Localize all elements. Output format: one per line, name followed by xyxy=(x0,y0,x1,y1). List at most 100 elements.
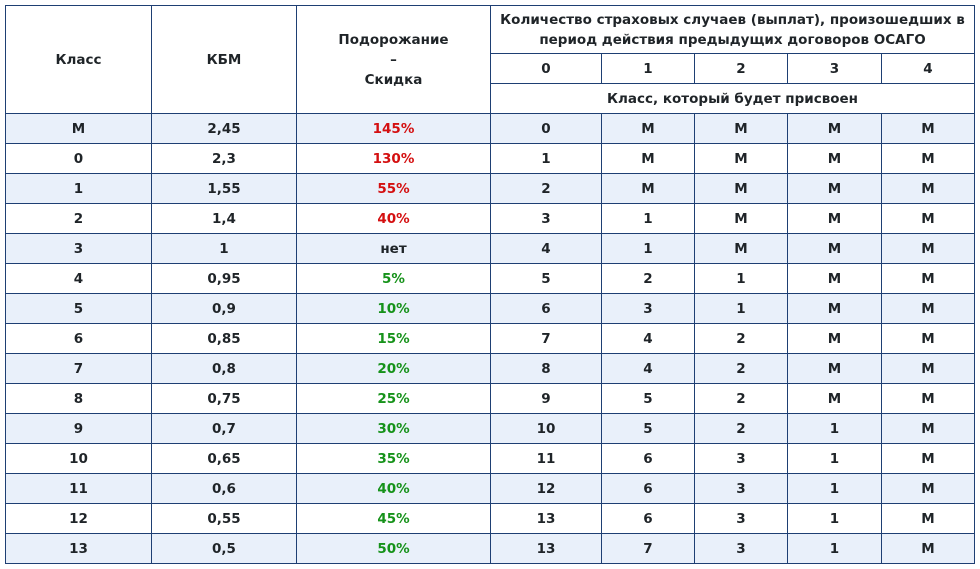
header-events-title-line1: Количество страховых случаев (выплат), п… xyxy=(500,11,965,28)
cell-next-class-1-events: М xyxy=(601,143,695,174)
cell-next-class-1-events: 1 xyxy=(601,203,695,234)
header-events-title-line2: период действия предыдущих договоров ОСА… xyxy=(539,31,926,48)
cell-next-class-1-events: 4 xyxy=(601,323,695,354)
cell-next-class-4-events: М xyxy=(881,353,975,384)
cell-next-class-3-events: М xyxy=(787,293,882,324)
cell-next-class-3-events: М xyxy=(787,173,882,204)
cell-change: 130% xyxy=(296,143,491,174)
cell-kbm: 0,6 xyxy=(151,473,297,504)
header-events-0: 0 xyxy=(490,53,602,84)
cell-next-class-0-events: 5 xyxy=(490,263,602,294)
table-row: 4 0,95 5% 5 2 1 М М xyxy=(5,263,975,294)
cell-next-class-0-events: 9 xyxy=(490,383,602,414)
cell-kbm: 0,5 xyxy=(151,533,297,564)
cell-next-class-2-events: М xyxy=(694,173,788,204)
cell-next-class-0-events: 6 xyxy=(490,293,602,324)
cell-class: 7 xyxy=(5,353,152,384)
table-row: 3 1 нет 4 1 М М М xyxy=(5,233,975,264)
cell-next-class-3-events: 1 xyxy=(787,503,882,534)
cell-next-class-1-events: 6 xyxy=(601,443,695,474)
cell-kbm: 0,9 xyxy=(151,293,297,324)
table-row: 1 1,55 55% 2 М М М М xyxy=(5,173,975,204)
cell-next-class-0-events: 12 xyxy=(490,473,602,504)
cell-next-class-2-events: 2 xyxy=(694,383,788,414)
table-row: 11 0,6 40% 12 6 3 1 М xyxy=(5,473,975,504)
cell-kbm: 0,95 xyxy=(151,263,297,294)
cell-next-class-1-events: 5 xyxy=(601,383,695,414)
cell-next-class-2-events: 2 xyxy=(694,353,788,384)
cell-kbm: 2,3 xyxy=(151,143,297,174)
header-events-2: 2 xyxy=(694,53,788,84)
cell-next-class-4-events: М xyxy=(881,143,975,174)
cell-next-class-0-events: 11 xyxy=(490,443,602,474)
cell-next-class-3-events: М xyxy=(787,143,882,174)
cell-next-class-0-events: 1 xyxy=(490,143,602,174)
cell-kbm: 0,7 xyxy=(151,413,297,444)
header-change-line1: Подорожание xyxy=(338,31,449,48)
cell-next-class-2-events: М xyxy=(694,233,788,264)
cell-next-class-4-events: М xyxy=(881,413,975,444)
cell-change: 20% xyxy=(296,353,491,384)
cell-class: 5 xyxy=(5,293,152,324)
cell-kbm: 0,65 xyxy=(151,443,297,474)
header-events-3: 3 xyxy=(787,53,882,84)
table-row: 0 2,3 130% 1 М М М М xyxy=(5,143,975,174)
header-assigned-class: Класс, который будет присвоен xyxy=(490,83,975,114)
cell-next-class-0-events: 8 xyxy=(490,353,602,384)
cell-next-class-2-events: 1 xyxy=(694,293,788,324)
header-change-line2: – xyxy=(390,51,397,68)
cell-next-class-4-events: М xyxy=(881,203,975,234)
cell-next-class-4-events: М xyxy=(881,263,975,294)
cell-next-class-0-events: 13 xyxy=(490,503,602,534)
table-row: 7 0,8 20% 8 4 2 М М xyxy=(5,353,975,384)
cell-next-class-0-events: 2 xyxy=(490,173,602,204)
table-row: 9 0,7 30% 10 5 2 1 М xyxy=(5,413,975,444)
cell-change: 40% xyxy=(296,203,491,234)
cell-class: 9 xyxy=(5,413,152,444)
header-events-4: 4 xyxy=(881,53,975,84)
cell-change: 40% xyxy=(296,473,491,504)
table-row: 13 0,5 50% 13 7 3 1 М xyxy=(5,533,975,564)
table-row: М 2,45 145% 0 М М М М xyxy=(5,113,975,144)
cell-kbm: 0,75 xyxy=(151,383,297,414)
cell-change: 45% xyxy=(296,503,491,534)
cell-next-class-1-events: М xyxy=(601,173,695,204)
cell-next-class-2-events: 3 xyxy=(694,473,788,504)
cell-change: 55% xyxy=(296,173,491,204)
cell-next-class-2-events: М xyxy=(694,203,788,234)
cell-class: М xyxy=(5,113,152,144)
cell-class: 13 xyxy=(5,533,152,564)
cell-next-class-1-events: 1 xyxy=(601,233,695,264)
cell-next-class-3-events: 1 xyxy=(787,473,882,504)
header-events-1: 1 xyxy=(601,53,695,84)
header-class: Класс xyxy=(5,5,152,114)
table-row: 8 0,75 25% 9 5 2 М М xyxy=(5,383,975,414)
cell-next-class-0-events: 10 xyxy=(490,413,602,444)
cell-next-class-2-events: 1 xyxy=(694,263,788,294)
cell-next-class-3-events: М xyxy=(787,113,882,144)
cell-next-class-1-events: 5 xyxy=(601,413,695,444)
cell-class: 1 xyxy=(5,173,152,204)
cell-next-class-1-events: 7 xyxy=(601,533,695,564)
cell-change: нет xyxy=(296,233,491,264)
cell-kbm: 0,55 xyxy=(151,503,297,534)
cell-next-class-3-events: М xyxy=(787,383,882,414)
cell-change: 25% xyxy=(296,383,491,414)
cell-change: 30% xyxy=(296,413,491,444)
cell-next-class-4-events: М xyxy=(881,323,975,354)
cell-kbm: 1 xyxy=(151,233,297,264)
cell-next-class-2-events: М xyxy=(694,113,788,144)
cell-next-class-3-events: 1 xyxy=(787,443,882,474)
cell-class: 8 xyxy=(5,383,152,414)
cell-next-class-1-events: М xyxy=(601,113,695,144)
cell-next-class-4-events: М xyxy=(881,443,975,474)
cell-next-class-1-events: 3 xyxy=(601,293,695,324)
cell-next-class-2-events: 3 xyxy=(694,503,788,534)
cell-next-class-2-events: 3 xyxy=(694,443,788,474)
header-change: Подорожание – Скидка xyxy=(296,5,491,114)
header-events-title: Количество страховых случаев (выплат), п… xyxy=(490,5,975,54)
cell-next-class-4-events: М xyxy=(881,113,975,144)
cell-next-class-2-events: 2 xyxy=(694,413,788,444)
cell-next-class-3-events: М xyxy=(787,233,882,264)
cell-next-class-0-events: 13 xyxy=(490,533,602,564)
